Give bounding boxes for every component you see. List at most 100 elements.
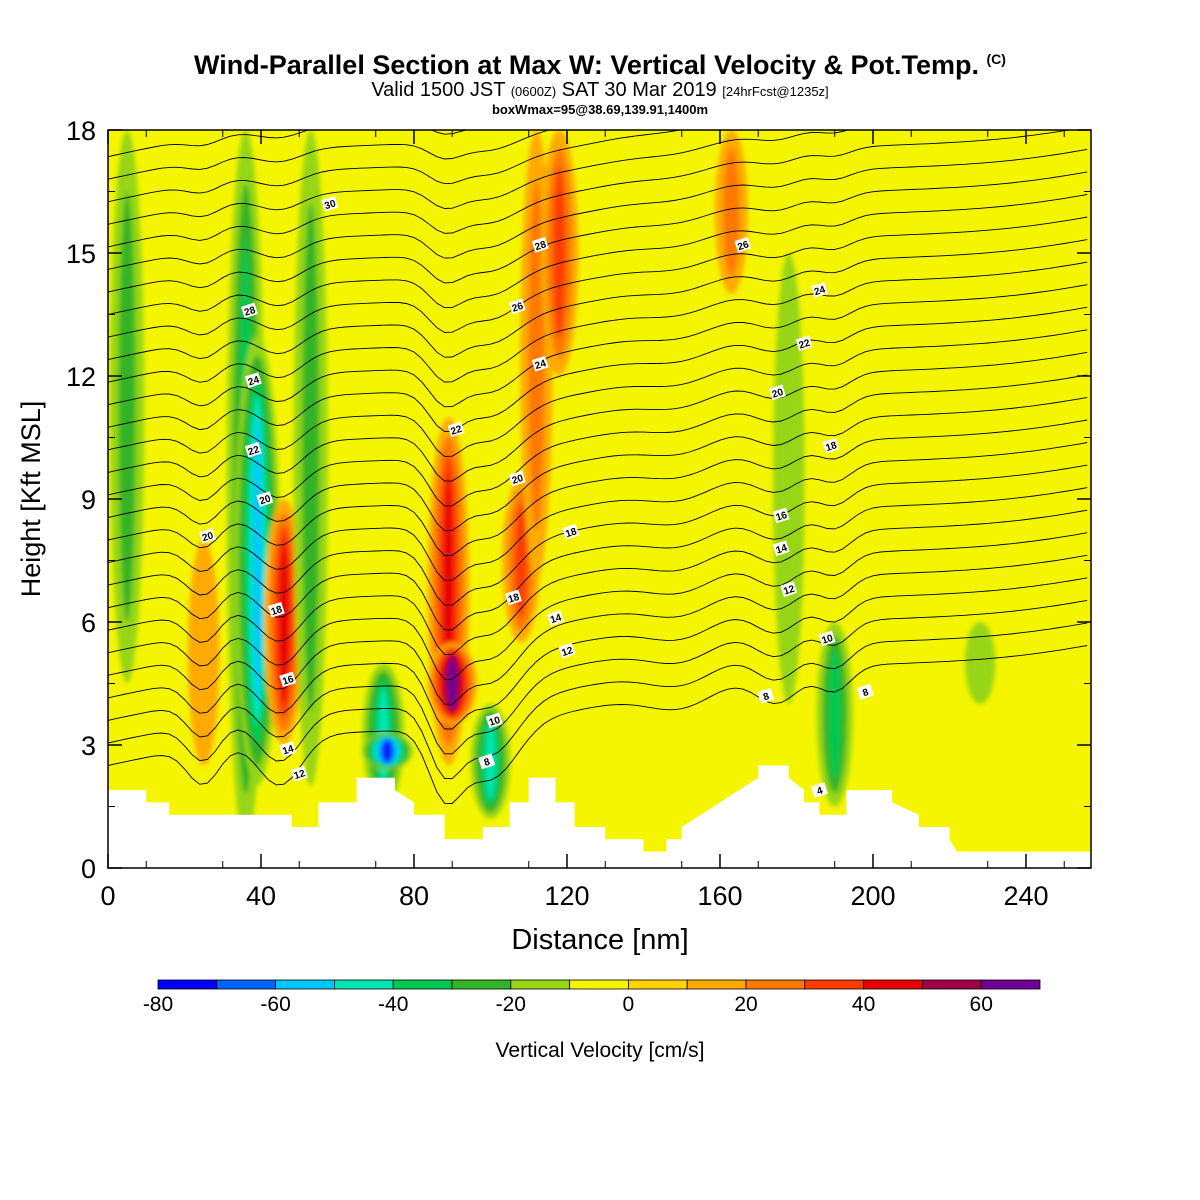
theta-contour <box>108 239 1088 361</box>
theta-contour <box>108 216 1088 338</box>
contour-label-bg <box>198 528 216 544</box>
contour-label: 10 <box>488 715 502 729</box>
w-feature <box>514 503 528 618</box>
w-feature <box>528 180 545 531</box>
w-feature <box>448 657 457 710</box>
contour-label: 28 <box>243 305 257 319</box>
colorbar-swatch <box>333 979 394 990</box>
theta-contour <box>108 645 1088 804</box>
contour-label: 26 <box>736 239 750 253</box>
colorbar-swatch <box>510 979 570 990</box>
colorbar-tick-label: 0 <box>623 993 635 1016</box>
contour-label: 20 <box>258 493 272 507</box>
w-feature <box>302 203 320 713</box>
y-tick-label: 15 <box>66 239 96 269</box>
x-tick-label: 240 <box>1003 881 1048 911</box>
w-feature <box>187 540 220 766</box>
contour-label-bg <box>818 630 836 647</box>
contour-label-bg <box>279 671 297 688</box>
colorbar-swatch <box>275 979 335 990</box>
theta-contour <box>108 329 1088 457</box>
contour-label-bg <box>558 642 576 659</box>
contour-label-bg <box>244 372 262 388</box>
contour-label-bg <box>810 782 828 798</box>
theta-contour <box>108 130 849 225</box>
x-tick-label: 200 <box>850 881 895 911</box>
theta-contour <box>108 171 1088 293</box>
x-tick-label: 0 <box>100 881 115 911</box>
contour-label: 30 <box>323 198 337 212</box>
y-tick-label: 9 <box>81 485 96 515</box>
theta-contour <box>108 130 468 158</box>
w-feature <box>383 739 391 763</box>
contour-label-bg <box>768 384 786 401</box>
theta-contour <box>108 351 1088 482</box>
y-tick-label: 3 <box>81 731 96 761</box>
contour-label: 26 <box>511 301 525 315</box>
w-feature <box>828 649 841 779</box>
theta-contour <box>108 509 1088 656</box>
colorbar-label: Vertical Velocity [cm/s] <box>496 1039 705 1062</box>
x-tick-label: 40 <box>246 881 276 911</box>
contour-label-bg <box>279 741 297 757</box>
contour-label-bg <box>547 610 565 626</box>
contour-label: 12 <box>293 768 307 782</box>
contour-label: 18 <box>270 604 284 618</box>
colorbar-swatch <box>863 979 923 990</box>
contour-label-bg <box>780 581 798 598</box>
contour-label-bg <box>485 712 503 729</box>
contour-label-bg <box>508 470 526 487</box>
contour-label: 28 <box>534 239 548 253</box>
contour-label: 12 <box>782 584 796 598</box>
contour-labels: 30 28 28 26 26 24 24 24 22 22 22 20 20 20 20 18 18 18 18 16… <box>198 195 874 798</box>
y-tick-label: 0 <box>81 854 96 884</box>
chart-title-block: Wind-Parallel Section at Max W: Vertical… <box>0 44 1200 117</box>
contour-label: 20 <box>511 473 525 487</box>
contour-label-bg <box>244 441 262 458</box>
valid-time: Valid 1500 JST (0600Z) SAT 30 Mar 2019 [… <box>371 79 829 101</box>
contour-label-bg <box>562 523 580 540</box>
contour-label-bg <box>447 421 465 438</box>
theta-contour <box>108 622 1088 780</box>
theta-contour <box>108 284 1088 408</box>
contour-label-bg <box>321 195 339 212</box>
theta-contour <box>108 130 1072 248</box>
w-feature <box>723 148 740 276</box>
contour-label: 24 <box>247 374 261 388</box>
theta-contour <box>108 306 1088 433</box>
potential-temperature-contours <box>108 130 1088 804</box>
colorbar-tick-label: 20 <box>734 993 757 1016</box>
theta-contour <box>108 130 552 180</box>
theta-contour <box>108 374 1088 507</box>
box-wmax-info: boxWmax=95@38.69,139.91,1400m <box>491 102 709 117</box>
contour-label: 20 <box>201 530 215 544</box>
plot-area: 30 28 28 26 26 24 24 24 22 22 22 20 20 20 20 18 18 18 18 16… <box>107 129 1092 869</box>
theta-contour <box>108 419 1088 556</box>
x-axis-label: Distance [nm] <box>511 924 688 956</box>
theta-contour <box>108 599 1088 755</box>
colorbar-swatch <box>569 979 629 990</box>
colorbar-tick-label: -40 <box>378 993 408 1016</box>
contour-label-bg <box>241 302 259 319</box>
w-feature <box>964 622 996 704</box>
contour-label-bg <box>856 683 874 700</box>
contour-label-bg <box>810 282 828 298</box>
contour-label: 16 <box>281 674 295 688</box>
contour-label: 8 <box>861 687 870 699</box>
x-tick-label: 160 <box>697 881 742 911</box>
terrain <box>108 765 1091 868</box>
colorbar-tick-label: -80 <box>143 993 173 1016</box>
contour-label-bg <box>795 335 813 352</box>
contour-label-bg <box>757 687 775 704</box>
theta-contour <box>108 130 682 203</box>
contour-label-bg <box>504 589 522 606</box>
theta-contour <box>108 148 1088 270</box>
colorbar-swatch <box>628 979 688 990</box>
theta-contour <box>108 554 1088 705</box>
theta-contour <box>108 442 1088 581</box>
w-feature <box>553 166 566 340</box>
theta-contour <box>108 396 1088 532</box>
y-tick-label: 12 <box>66 362 96 392</box>
contour-label: 8 <box>483 757 492 769</box>
